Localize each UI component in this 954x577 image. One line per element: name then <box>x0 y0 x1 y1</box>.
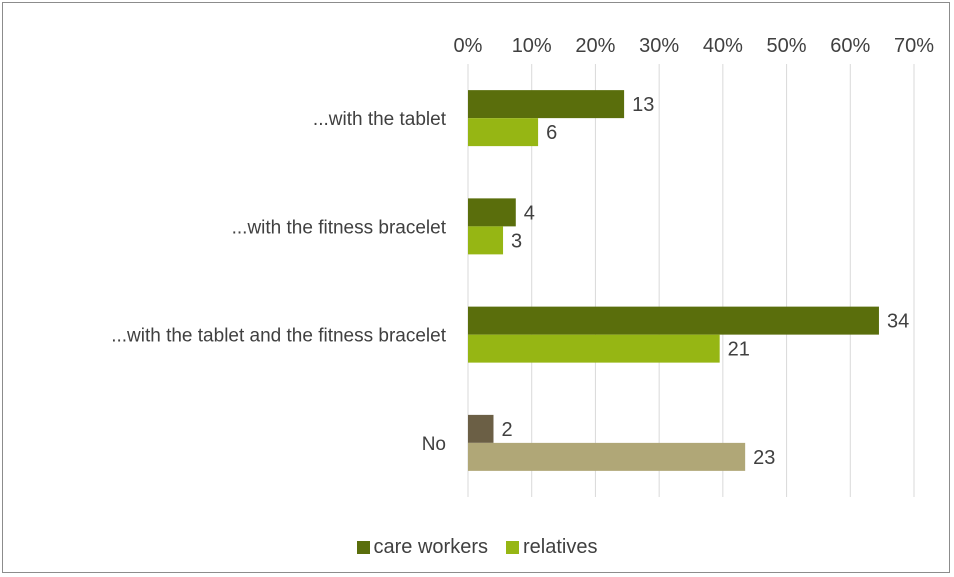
x-tick-label: 70% <box>894 35 934 57</box>
data-label: 21 <box>728 339 750 361</box>
x-tick-label: 60% <box>830 35 870 57</box>
legend: care workers relatives <box>0 536 954 559</box>
x-tick-label: 20% <box>575 35 615 57</box>
legend-swatch-care-workers <box>356 541 370 554</box>
legend-item-relatives: relatives <box>506 536 597 559</box>
data-label: 3 <box>511 230 522 252</box>
legend-swatch-relatives <box>506 541 519 554</box>
bar-care-workers <box>468 90 625 119</box>
data-label: 34 <box>887 311 909 333</box>
x-axis-ticks: 0% 10% 20% 30% 40% 50% 60% 70% <box>454 35 935 57</box>
bar-relatives <box>468 226 504 255</box>
x-tick-label: 50% <box>767 35 807 57</box>
bar-care-workers <box>468 414 494 443</box>
legend-label-relatives: relatives <box>523 536 598 558</box>
data-label: 6 <box>546 122 557 144</box>
category-labels: ...with the tablet ...with the fitness br… <box>111 109 447 455</box>
legend-label-care-workers: care workers <box>373 536 488 558</box>
category-label: ...with the tablet and the fitness brace… <box>111 326 447 347</box>
bars <box>468 90 879 471</box>
data-label: 13 <box>632 94 654 116</box>
category-label: ...with the tablet <box>313 109 447 130</box>
x-tick-label: 10% <box>512 35 552 57</box>
x-tick-label: 30% <box>639 35 679 57</box>
x-tick-label: 40% <box>703 35 743 57</box>
category-label: No <box>422 434 446 455</box>
bar-relatives <box>468 442 746 471</box>
bar-relatives <box>468 334 720 363</box>
bar-care-workers <box>468 306 879 335</box>
category-label: ...with the fitness bracelet <box>232 217 447 238</box>
legend-item-care-workers: care workers <box>356 536 488 559</box>
bar-care-workers <box>468 198 516 227</box>
x-tick-label: 0% <box>454 35 483 57</box>
data-label: 23 <box>753 447 775 469</box>
data-label: 2 <box>501 419 512 441</box>
data-label: 4 <box>524 202 535 224</box>
data-labels: 13 6 43 34 21 2 23 <box>501 94 909 469</box>
bar-relatives <box>468 118 539 147</box>
